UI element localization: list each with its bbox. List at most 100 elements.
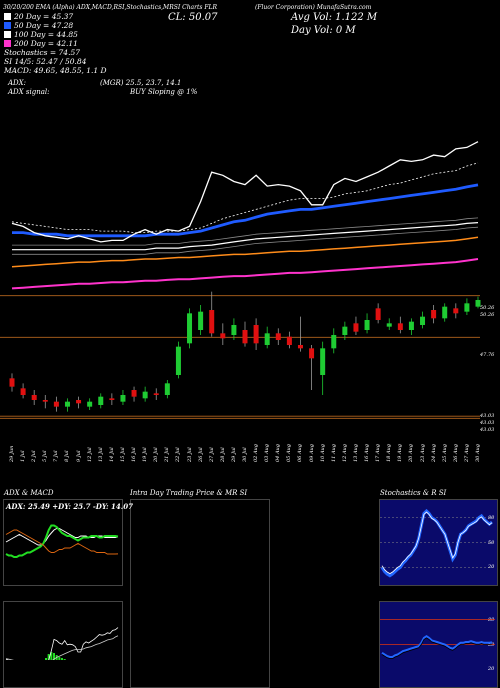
candle-body — [198, 311, 204, 330]
candle-body — [31, 395, 37, 400]
candle-body — [431, 310, 437, 319]
adx-panel-values: ADX: 25.49 +DY: 25.7 -DY: 14.07 — [6, 502, 133, 511]
candle-body — [20, 388, 26, 395]
candle-body — [364, 320, 370, 330]
candle-body — [53, 401, 59, 407]
macd-histogram-bar — [45, 658, 47, 660]
candle-body — [475, 300, 481, 307]
price-label-mid: 47.76 — [480, 352, 495, 358]
adx-signal-value: BUY Sloping @ 1% — [130, 88, 198, 96]
adx-panel-title: ADX & MACD — [4, 489, 54, 497]
lower-indicator-charts — [5, 508, 495, 660]
macd-histogram-bar — [58, 657, 61, 660]
candle-body — [220, 333, 226, 339]
candle-body — [175, 346, 181, 375]
legend-swatch — [4, 31, 11, 38]
candle-body — [87, 401, 93, 407]
candle-body — [397, 323, 403, 330]
legend-item: 20 Day = 45.37 — [4, 12, 73, 21]
candle-body — [64, 401, 70, 407]
legend-swatch — [4, 40, 11, 47]
adx-label: ADX: — [8, 79, 27, 87]
close-price: CL: 50.07 — [168, 12, 218, 23]
candle-body — [120, 395, 126, 402]
legend-item: SI 14/5: 52.47 / 50.84 — [4, 57, 86, 66]
candle-body — [275, 333, 281, 340]
candle-body — [231, 325, 237, 335]
intraday-panel-title: Intra Day Trading Price & MR SI — [130, 489, 248, 497]
candle-body — [331, 335, 337, 349]
legend-label: 50 Day = 47.28 — [14, 21, 74, 30]
stochastics-line — [380, 508, 493, 578]
stochastics-signal-line — [381, 511, 493, 575]
candle-body — [408, 321, 414, 330]
candle-body — [309, 348, 315, 359]
axis-tick-label: 50 — [488, 539, 495, 546]
candle-body — [442, 306, 448, 319]
legend-label: 20 Day = 45.37 — [14, 12, 74, 21]
candle-body — [464, 303, 470, 312]
adx-panel — [3, 499, 123, 586]
candle-body — [98, 396, 104, 405]
legend-label: 200 Day = 42.11 — [14, 39, 78, 48]
legend-label: Stochastics = 74.57 — [4, 48, 81, 57]
plus-di-line — [5, 524, 119, 558]
stochastics-panel — [379, 499, 498, 586]
candlestick-chart — [0, 291, 481, 419]
candle-body — [286, 336, 292, 345]
candle-body — [164, 383, 170, 395]
legend-swatch — [4, 22, 11, 29]
ema200-line — [11, 258, 479, 290]
chart-title: 30/20/200 EMA (Alpha) ADX,MACD,RSI,Stoch… — [3, 4, 218, 11]
candle-body — [242, 330, 248, 344]
legend-label: MACD: 49.65, 48.55, 1.1 D — [4, 66, 107, 75]
candle-body — [375, 308, 381, 320]
candle-body — [297, 345, 303, 349]
day-volume: Day Vol: 0 M — [291, 25, 356, 36]
candle-body — [153, 393, 159, 395]
axis-tick-label: 20 — [488, 666, 495, 673]
candle-body — [187, 313, 193, 344]
candle-body — [253, 325, 259, 344]
adx-line — [5, 528, 119, 546]
rsi-signal-line — [381, 637, 493, 659]
ema100-upper-line — [12, 217, 479, 246]
candle-body — [453, 308, 459, 314]
ema20-line — [11, 162, 479, 234]
axis-tick-label: 80 — [488, 514, 495, 521]
macd-signal-line — [5, 635, 119, 660]
adx-signal-label: ADX signal: — [8, 88, 50, 96]
candle-body — [353, 323, 359, 332]
ema100-lower-line — [12, 226, 479, 255]
candle-body — [342, 326, 348, 335]
legend-label: SI 14/5: 52.47 / 50.84 — [4, 57, 87, 66]
axis-tick-label: 20 — [488, 564, 495, 571]
ema100-line — [12, 222, 479, 251]
candle-body — [209, 310, 215, 334]
price-label-high-2: 50.26 — [480, 312, 495, 318]
candle-body — [76, 400, 82, 404]
macd-histogram-bar — [53, 653, 55, 660]
legend-label: 100 Day = 44.85 — [14, 30, 78, 39]
ema-chart — [11, 141, 479, 290]
candle-body — [131, 390, 137, 397]
macd-line — [5, 627, 119, 660]
minus-di-line — [5, 529, 119, 555]
avg-volume: Avg Vol: 1.122 M — [291, 12, 378, 23]
candle-body — [386, 323, 392, 327]
legend-item: Stochastics = 74.57 — [4, 48, 80, 57]
macd-histogram-bar — [50, 652, 53, 660]
ema200-orange-line — [11, 236, 479, 268]
candle-body — [420, 316, 426, 325]
close-line — [11, 141, 479, 243]
candle-body — [42, 400, 48, 402]
ema50-line — [12, 183, 479, 238]
price-label-low: 43.03 — [480, 413, 495, 419]
legend-item: MACD: 49.65, 48.55, 1.1 D — [4, 66, 107, 75]
rsi-line — [381, 635, 493, 658]
candle-body — [320, 348, 326, 375]
macd-histogram-bar — [61, 658, 63, 660]
legend-item: 100 Day = 44.85 — [4, 30, 78, 39]
legend-item: 50 Day = 47.28 — [4, 21, 73, 30]
price-label-high: 50.26 — [480, 305, 495, 311]
